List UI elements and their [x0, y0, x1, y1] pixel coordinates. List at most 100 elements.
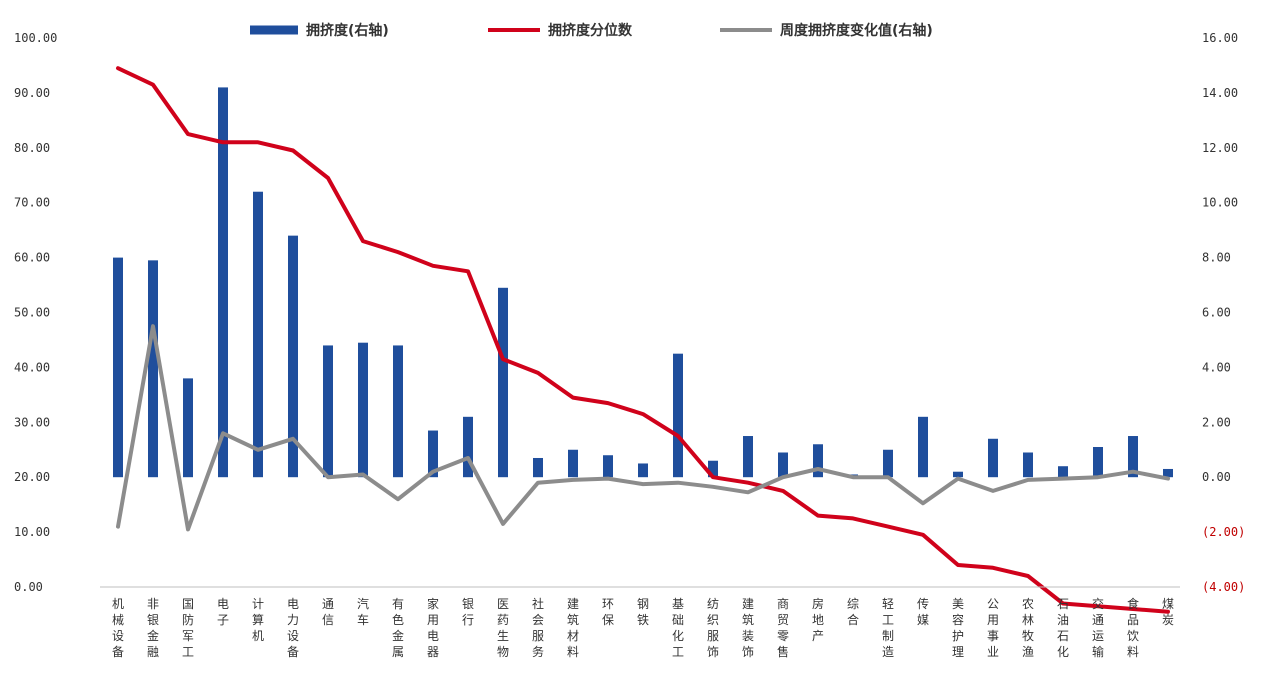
bar: [533, 457, 543, 478]
percentile-point: [1132, 608, 1134, 610]
weekly-change-line: [116, 324, 1170, 532]
legend-label: 拥挤度(右轴): [306, 22, 389, 39]
right-tick-label: 8.00: [1202, 251, 1231, 265]
bar: [1093, 447, 1103, 478]
category-label: 电力设备: [287, 597, 299, 659]
percentile-point: [502, 358, 504, 360]
percentile-point: [782, 490, 784, 492]
percentile-point: [397, 251, 399, 253]
weekly-change-point: [117, 525, 119, 528]
weekly-change-point: [537, 481, 539, 484]
percentile-point: [747, 481, 749, 484]
legend-label: 拥挤度分位数: [548, 22, 633, 39]
category-label: 交通运输: [1092, 596, 1104, 659]
percentile-point: [712, 476, 714, 479]
bar: [918, 416, 928, 478]
bar: [113, 257, 123, 478]
percentile-point: [362, 240, 364, 242]
percentile-point: [607, 402, 609, 404]
category-label: 轻工制造: [882, 597, 894, 659]
percentile-point: [257, 141, 259, 144]
left-tick-label: 40.00: [14, 360, 50, 374]
bar: [988, 438, 998, 478]
bar: [708, 460, 718, 478]
percentile-point: [117, 67, 119, 69]
percentile-point: [677, 435, 679, 437]
weekly-change-point: [992, 490, 994, 492]
bar: [1058, 466, 1068, 478]
weekly-change-point: [1027, 479, 1029, 481]
left-tick-label: 10.00: [14, 525, 50, 539]
bar: [253, 191, 263, 478]
weekly-change-point: [397, 498, 399, 500]
right-tick-label: 0.00: [1202, 470, 1231, 484]
bar: [218, 87, 228, 478]
bar: [953, 471, 963, 478]
percentile-point: [327, 177, 329, 179]
bar: [568, 449, 578, 478]
weekly-change-point: [222, 432, 224, 435]
legend-percentile-swatch: [488, 28, 540, 32]
weekly-change-point: [1062, 477, 1064, 480]
category-label: 建筑装饰: [742, 597, 754, 659]
percentile-point: [537, 372, 539, 374]
left-tick-label: 80.00: [14, 141, 50, 155]
right-tick-label: 12.00: [1202, 141, 1238, 155]
category-label: 汽车: [357, 596, 369, 627]
percentile-point: [432, 265, 434, 267]
weekly-change-point: [152, 325, 154, 328]
legend-label: 周度拥挤度变化值(右轴): [780, 22, 933, 39]
weekly-change-point: [292, 437, 294, 440]
percentile-point: [292, 149, 294, 152]
percentile-point: [187, 133, 189, 135]
weekly-change-point: [887, 476, 889, 479]
right-tick-label: (4.00): [1202, 580, 1245, 594]
right-tick-label: 10.00: [1202, 196, 1238, 210]
weekly-change-point: [467, 457, 469, 459]
category-label: 有色金属: [392, 597, 404, 659]
left-tick-label: 20.00: [14, 470, 50, 484]
category-label: 电子: [217, 597, 229, 627]
weekly-change-point: [572, 479, 574, 481]
weekly-change-point: [1167, 477, 1169, 480]
category-label: 传媒: [917, 596, 929, 627]
bar: [1163, 468, 1173, 478]
bar: [183, 378, 193, 478]
bar: [463, 416, 473, 478]
percentile-point: [992, 566, 994, 569]
bar: [1023, 452, 1033, 478]
weekly-change-point: [432, 470, 434, 473]
percentile-point: [922, 534, 924, 536]
bar: [498, 287, 508, 478]
weekly-change-point: [642, 483, 644, 485]
category-label: 石油石化: [1057, 597, 1069, 659]
category-label: 纺织服饰: [707, 597, 719, 659]
weekly-change-point: [677, 481, 679, 484]
weekly-change-point: [712, 486, 714, 488]
weekly-change-point: [327, 476, 329, 479]
category-label: 社会服务: [532, 596, 544, 659]
left-tick-label: 0.00: [14, 580, 43, 594]
category-label: 基础化工: [672, 597, 684, 659]
category-label: 通信: [322, 597, 334, 627]
category-label: 医药生物: [497, 597, 509, 659]
category-label: 机械设备: [112, 597, 124, 659]
percentile-line: [116, 66, 1170, 614]
left-tick-label: 90.00: [14, 86, 50, 100]
bar: [638, 463, 648, 478]
bar: [393, 345, 403, 478]
right-tick-label: 2.00: [1202, 415, 1231, 429]
weekly-change-point: [1097, 476, 1099, 479]
percentile-point: [1062, 602, 1064, 605]
bar: [358, 342, 368, 478]
weekly-change-point: [852, 476, 854, 479]
bar: [603, 455, 613, 478]
right-tick-label: 16.00: [1202, 31, 1238, 45]
percentile-point: [852, 517, 854, 520]
category-label: 环保: [602, 597, 614, 627]
category-label: 美容护理: [952, 597, 964, 659]
right-tick-label: (2.00): [1202, 525, 1245, 539]
weekly-change-point: [747, 491, 749, 494]
